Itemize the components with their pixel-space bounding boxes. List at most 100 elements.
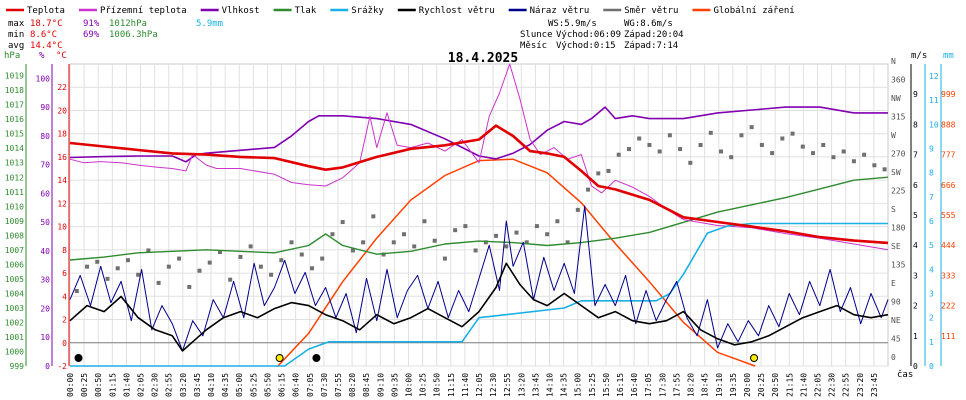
wind-direction-point (780, 136, 785, 141)
wind-direction-point (350, 248, 355, 253)
dir-tick: NW (891, 94, 901, 103)
x-tick: 00:25 (80, 373, 89, 397)
x-tick: 11:15 (447, 373, 456, 397)
wind-direction-point (514, 230, 519, 235)
rad-tick: 222 (941, 302, 956, 311)
wind-direction-point (279, 258, 284, 263)
x-tick: 20:50 (771, 373, 780, 397)
legend-item: Vlhkost (222, 6, 260, 16)
temp-tick: 14 (57, 176, 67, 185)
x-tick: 14:35 (560, 373, 569, 397)
temp-tick: 20 (57, 106, 67, 115)
x-tick: 11:40 (461, 373, 470, 397)
wind-direction-point (483, 240, 488, 245)
wind-direction-point (463, 224, 468, 229)
wind-direction-point (330, 232, 335, 237)
dir-tick: 180 (891, 224, 906, 233)
temp-tick: -2 (57, 362, 67, 371)
x-tick: 07:05 (306, 373, 315, 397)
wind-direction-point (759, 143, 764, 147)
rad-tick: 666 (941, 181, 956, 190)
x-tick: 22:55 (842, 373, 851, 397)
wind-direction-point (616, 152, 621, 157)
x-tick: 09:35 (390, 373, 399, 397)
wind-direction-point (402, 232, 407, 237)
hpa-tick: 1018 (5, 86, 24, 95)
stat-max-temp: 18.7°C (30, 19, 63, 29)
astro-sun-set: Západ:20:04 (624, 30, 684, 40)
wind-direction-point (657, 149, 662, 154)
wind-direction-point (422, 219, 427, 224)
wind-direction-point (381, 252, 386, 257)
hpa-tick: 1000 (5, 347, 24, 356)
x-tick: 15:00 (574, 373, 583, 397)
wind-direction-point (504, 244, 509, 249)
wind-direction-point (340, 220, 345, 225)
wind-direction-point (494, 233, 499, 238)
x-tick: 17:30 (658, 373, 667, 397)
wind-direction-point (770, 151, 775, 156)
x-tick: 00:50 (94, 373, 103, 397)
hpa-tick: 1019 (5, 72, 24, 81)
mm-tick: 8 (929, 169, 934, 178)
x-tick: 18:20 (687, 373, 696, 397)
wind-direction-point (708, 130, 713, 135)
wind-direction-point (361, 240, 366, 245)
temp-tick: 6 (62, 269, 67, 278)
hpa-tick: 1012 (5, 173, 24, 182)
wind-direction-point (524, 240, 529, 245)
dir-tick: W (891, 131, 896, 140)
pct-tick: 10 (40, 333, 50, 342)
x-tick: 06:15 (278, 373, 287, 397)
wind-direction-point (269, 272, 274, 277)
wind-direction-point (453, 228, 458, 233)
dir-tick: NE (891, 316, 901, 325)
x-tick: 20:25 (757, 373, 766, 397)
x-tick: 04:10 (207, 373, 216, 397)
legend-item: Tlak (295, 6, 317, 16)
x-tick: 03:45 (193, 373, 202, 397)
x-tick: 00:00 (66, 373, 75, 397)
stat-max-hum: 91% (83, 19, 100, 29)
moonset-marker (312, 354, 321, 362)
wind-direction-point (473, 248, 478, 253)
hpa-tick: 1011 (5, 188, 24, 197)
ms-tick: 7 (913, 151, 918, 160)
wind-direction-point (320, 256, 325, 261)
hpa-tick: 1016 (5, 115, 24, 124)
hpa-tick: 1015 (5, 130, 24, 139)
series-rychlost-vetru (69, 262, 889, 352)
sunrise-marker (275, 354, 284, 362)
chart-title: 18.4.2025 (448, 51, 518, 66)
x-tick: 05:00 (235, 373, 244, 397)
series-tlak (69, 176, 889, 261)
unit-hpa: hPa (4, 51, 20, 61)
unit-mm: mm (943, 51, 954, 61)
wind-direction-point (790, 131, 795, 136)
hpa-tick: 1013 (5, 159, 24, 168)
stat-min-hum: 69% (83, 30, 100, 40)
wind-direction-point (442, 256, 447, 261)
wind-direction-point (146, 248, 151, 253)
wind-direction-point (125, 258, 130, 263)
hpa-tick: 1003 (5, 304, 24, 313)
hpa-tick: 1001 (5, 333, 24, 342)
x-tick: 12:05 (475, 373, 484, 397)
stat-min-label: min (8, 30, 24, 40)
x-tick: 09:10 (376, 373, 385, 397)
hpa-tick: 999 (10, 362, 25, 371)
hpa-tick: 1009 (5, 217, 24, 226)
wind-direction-point (831, 155, 836, 160)
mm-tick: 1 (929, 338, 934, 347)
temp-tick: 18 (57, 130, 67, 139)
wind-direction-point (85, 264, 90, 269)
wind-direction-point (228, 277, 233, 282)
x-tick: 19:35 (729, 373, 738, 397)
x-tick: 02:30 (151, 373, 160, 397)
legend-item: Směr větru (624, 6, 678, 16)
x-tick: 10:50 (433, 373, 442, 397)
dir-tick: 135 (891, 261, 906, 270)
x-tick: 13:45 (531, 373, 540, 397)
x-tick: 19:10 (715, 373, 724, 397)
